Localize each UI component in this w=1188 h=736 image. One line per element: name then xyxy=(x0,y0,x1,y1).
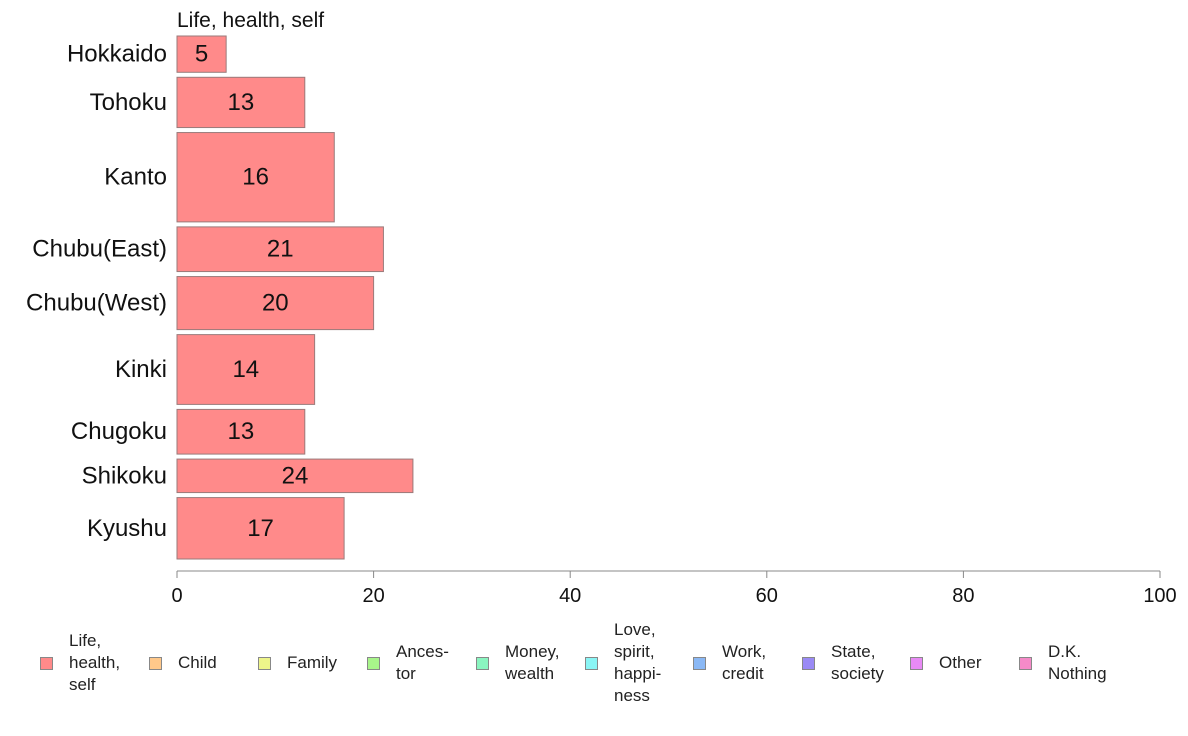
data-label: 13 xyxy=(228,89,255,116)
legend-item: State, society xyxy=(802,618,884,708)
data-label: 5 xyxy=(195,41,208,68)
legend-item: Work, credit xyxy=(693,618,766,708)
x-tick-label: 60 xyxy=(756,585,778,607)
data-label: 17 xyxy=(247,515,274,542)
legend-label: Love, spirit, happi- ness xyxy=(614,620,662,705)
legend-item: Other xyxy=(910,618,982,708)
legend-label: Money, wealth xyxy=(505,642,560,683)
category-label: Kinki xyxy=(115,356,167,383)
bar xyxy=(176,458,414,494)
legend-swatch xyxy=(149,656,162,670)
category-label: Kyushu xyxy=(87,515,167,542)
legend-swatch xyxy=(693,656,706,670)
x-tick-label: 0 xyxy=(171,585,182,607)
legend-swatch xyxy=(802,656,815,670)
data-label: 13 xyxy=(228,418,255,445)
legend-label: Life, health, self xyxy=(69,631,121,694)
bar xyxy=(176,276,375,331)
legend-swatch xyxy=(585,656,598,670)
legend-item: D.K. Nothing xyxy=(1019,618,1107,708)
category-label: Shikoku xyxy=(82,462,167,489)
category-label: Chubu(West) xyxy=(26,290,167,317)
data-label: 16 xyxy=(242,164,269,191)
x-tick-label: 40 xyxy=(559,585,581,607)
legend-item: Child xyxy=(149,618,217,708)
legend-label: Other xyxy=(939,653,982,672)
data-label: 21 xyxy=(267,236,294,263)
series-heading: Life, health, self xyxy=(177,9,324,32)
legend-label: Family xyxy=(287,653,338,672)
x-tick-label: 100 xyxy=(1143,585,1176,607)
category-label: Chugoku xyxy=(71,418,167,445)
bar xyxy=(176,76,306,129)
bar xyxy=(176,408,306,455)
category-label: Tohoku xyxy=(90,89,167,116)
legend-item: Money, wealth xyxy=(476,618,560,708)
legend-item: Ances- tor xyxy=(367,618,449,708)
legend-swatch xyxy=(367,656,380,670)
x-tick-label: 80 xyxy=(952,585,974,607)
legend-item: Love, spirit, happi- ness xyxy=(585,618,661,708)
legend-swatch xyxy=(1019,656,1032,670)
legend-swatch xyxy=(476,656,489,670)
bar-chart: Life, health, self Hokkaido 5 Tohoku 13 Kanto… xyxy=(26,9,1177,607)
category-label: Kanto xyxy=(104,164,167,191)
bar xyxy=(176,497,345,560)
legend-item: Family xyxy=(258,618,337,708)
category-label: Chubu(East) xyxy=(32,236,167,263)
legend-swatch xyxy=(40,656,53,670)
legend-label: State, society xyxy=(831,642,884,683)
chart-legend: Life, health, self Child Family Ances- tor M… xyxy=(0,616,1188,716)
bar xyxy=(176,132,335,223)
data-label: 24 xyxy=(282,462,309,489)
legend-swatch xyxy=(258,656,271,670)
legend-label: D.K. Nothing xyxy=(1048,642,1107,683)
legend-item: Life, health, self xyxy=(40,618,120,708)
legend-swatch xyxy=(910,656,923,670)
bar xyxy=(176,35,227,73)
legend-label: Ances- tor xyxy=(396,642,449,683)
bar xyxy=(176,334,316,405)
x-tick-label: 20 xyxy=(362,585,384,607)
legend-label: Child xyxy=(178,653,217,672)
bar xyxy=(176,226,384,273)
legend-label: Work, credit xyxy=(722,642,767,683)
category-label: Hokkaido xyxy=(67,41,167,68)
data-label: 20 xyxy=(262,290,289,317)
data-label: 14 xyxy=(232,356,259,383)
